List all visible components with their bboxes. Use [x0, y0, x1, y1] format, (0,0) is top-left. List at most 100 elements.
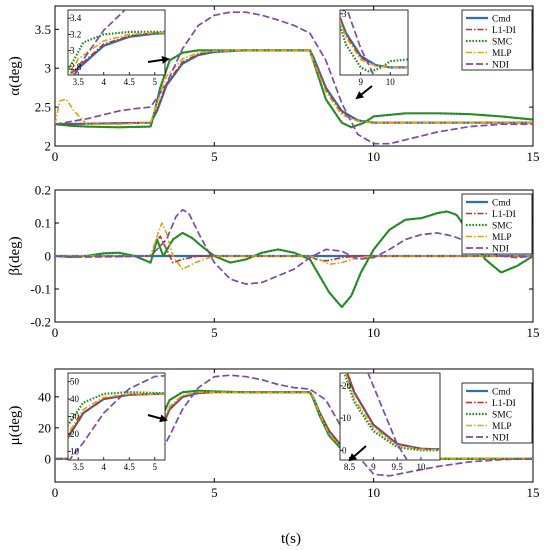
inset-x-tick-label: 10	[416, 462, 426, 472]
legend-label-mlp: MLP	[492, 422, 512, 432]
legend-label-ndi: NDI	[492, 245, 509, 255]
zoom-arrow	[147, 55, 170, 64]
inset-x-tick-label: 3.5	[73, 77, 85, 87]
series-line-smc	[55, 210, 533, 309]
x-tick-label: 15	[527, 485, 540, 500]
y-tick-label: 0	[45, 451, 52, 466]
inset-line-cmd	[340, 14, 408, 69]
series-line-mlp	[55, 49, 533, 125]
inset-x-tick-label: 4.5	[124, 462, 136, 472]
legend-box	[461, 382, 533, 444]
series-line-l1-di	[55, 235, 533, 264]
legend-label-smc: SMC	[492, 222, 512, 232]
legend-label-cmd: Cmd	[492, 388, 511, 398]
inset-plot: 3.5 4 4.5 5 10 20 30 40 50	[67, 372, 166, 472]
x-tick-label: 0	[52, 325, 59, 340]
inset-x-tick-label: 4.5	[124, 77, 136, 87]
series-line-ndi	[55, 374, 533, 477]
series-group	[55, 11, 533, 145]
y-tick-label: 40	[38, 389, 51, 404]
x-axis-label: t(s)	[281, 531, 301, 547]
x-tick-label: 15	[527, 325, 540, 340]
inset-y-tick-label: 10	[70, 446, 80, 456]
x-tick-label: 5	[211, 485, 218, 500]
legend-label-ndi: NDI	[492, 61, 509, 71]
y-axis-label: α(deg)	[7, 56, 23, 96]
y-tick-label: 3.5	[35, 22, 51, 37]
x-tick-label: 5	[211, 149, 218, 164]
series-line-ndi	[55, 11, 533, 145]
inset-line-mlp	[344, 373, 440, 451]
inset-line-mlp	[68, 31, 165, 75]
series-line-mlp	[55, 222, 533, 270]
inset-x-tick-label: 4	[101, 77, 106, 87]
x-tick-label: 5	[211, 325, 218, 340]
inset-x-tick-label: 9	[371, 462, 376, 472]
inset-y-tick-label: 3.2	[70, 29, 81, 39]
y-tick-label: 2	[45, 139, 52, 154]
y-axis-label: β(deg)	[7, 236, 23, 275]
inset-y-tick-label: 0	[342, 445, 347, 455]
y-tick-label: 2.5	[35, 100, 51, 115]
mu-panel: 0 5 10 15 0 20 40 μ(deg) 3.5 4 4.5 5 10 20 30 40 50 8.5 9 9…	[7, 368, 540, 500]
inset-line-mlp	[340, 19, 408, 69]
inset-x-tick-label: 3.5	[73, 462, 85, 472]
x-tick-label: 0	[52, 149, 59, 164]
legend-label-l1-di: L1-DI	[492, 26, 516, 36]
inset-y-tick-label: 10	[342, 413, 352, 423]
y-tick-label: 0	[45, 249, 52, 264]
legend-label-l1-di: L1-DI	[492, 399, 516, 409]
inset-plot: 3.5 4 4.5 5 2.8 3 3.2 3.4	[67, 9, 166, 87]
inset-x-tick-label: 5	[153, 77, 158, 87]
inset-y-tick-label: 20	[342, 381, 352, 391]
y-tick-label: 0.2	[35, 183, 51, 198]
inset-x-tick-label: 4	[101, 462, 106, 472]
zoom-arrow	[355, 85, 373, 100]
inset-line-cmd	[345, 373, 440, 451]
legend-label-smc: SMC	[492, 38, 512, 48]
inset-plot: 9 10 3	[339, 9, 409, 87]
y-axis-label: μ(deg)	[7, 406, 23, 446]
y-tick-label: -0.1	[30, 282, 51, 297]
inset-x-tick-label: 8.5	[344, 462, 356, 472]
inset-plot: 8.5 9 9.5 10 0 10 20	[339, 372, 441, 472]
inset-y-tick-label: 30	[70, 412, 80, 422]
x-tick-label: 10	[367, 485, 380, 500]
x-tick-label: 10	[367, 325, 380, 340]
legend-label-cmd: Cmd	[492, 199, 511, 209]
series-group	[55, 208, 533, 309]
inset-frame	[67, 372, 166, 461]
x-tick-label: 15	[527, 149, 540, 164]
inset-y-tick-label: 2.8	[70, 62, 82, 72]
y-tick-label: -0.2	[30, 315, 51, 330]
legend-label-l1-di: L1-DI	[492, 210, 516, 220]
inset-y-tick-label: 3	[70, 46, 75, 56]
series-line-ndi	[55, 208, 533, 285]
inset-y-tick-label: 3	[342, 9, 347, 19]
y-tick-label: 3	[45, 61, 52, 76]
zoom-arrow	[147, 414, 168, 423]
inset-y-tick-label: 20	[70, 429, 80, 439]
legend-label-smc: SMC	[492, 411, 512, 421]
inset-y-tick-label: 3.4	[70, 13, 82, 23]
inset-frame	[339, 372, 441, 461]
inset-series	[68, 10, 165, 75]
legend-label-ndi: NDI	[492, 434, 509, 444]
inset-x-tick-label: 9.5	[392, 462, 404, 472]
y-tick-label: 20	[38, 420, 51, 435]
legend-label-mlp: MLP	[492, 49, 512, 59]
plot-area	[54, 5, 534, 147]
inset-x-tick-label: 5	[153, 462, 158, 472]
inset-series	[343, 373, 440, 460]
alpha-panel: 0 5 10 15 2 2.5 3 3.5 α(deg) 3.5 4 4.5 5 2.8 3 3.2 3.4 9 1…	[7, 5, 540, 164]
y-tick-label: 0.1	[35, 216, 51, 231]
inset-line-smc	[343, 373, 440, 452]
inset-x-tick-label: 9	[358, 77, 363, 87]
inset-y-tick-label: 50	[70, 377, 80, 387]
x-tick-label: 0	[52, 485, 59, 500]
plot-area	[54, 368, 534, 483]
